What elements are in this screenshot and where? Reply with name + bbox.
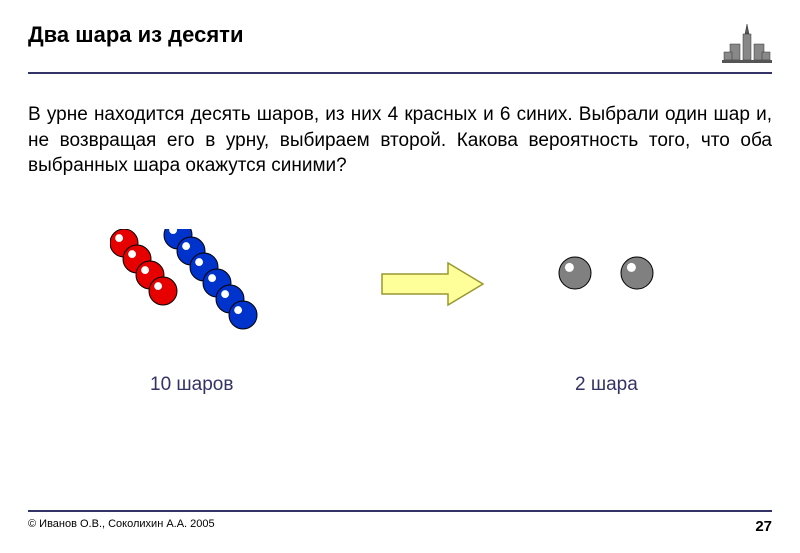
problem-statement: В урне находится десять шаров, из них 4 … <box>28 102 772 179</box>
footer-rule <box>28 510 772 512</box>
arrow-icon <box>378 259 488 309</box>
copyright-text: © Иванов О.В., Соколихин А.А. 2005 <box>28 518 215 535</box>
label-ten-balls: 10 шаров <box>150 374 233 396</box>
ten-balls-illustration <box>110 229 280 359</box>
diagram-area: 10 шаров 2 шара <box>0 219 800 419</box>
page-number: 27 <box>755 518 772 535</box>
slide-title: Два шара из десяти <box>28 22 243 48</box>
label-two-balls: 2 шара <box>575 374 638 396</box>
two-balls-illustration <box>555 249 675 299</box>
header-rule <box>28 72 772 74</box>
university-logo <box>722 22 772 64</box>
